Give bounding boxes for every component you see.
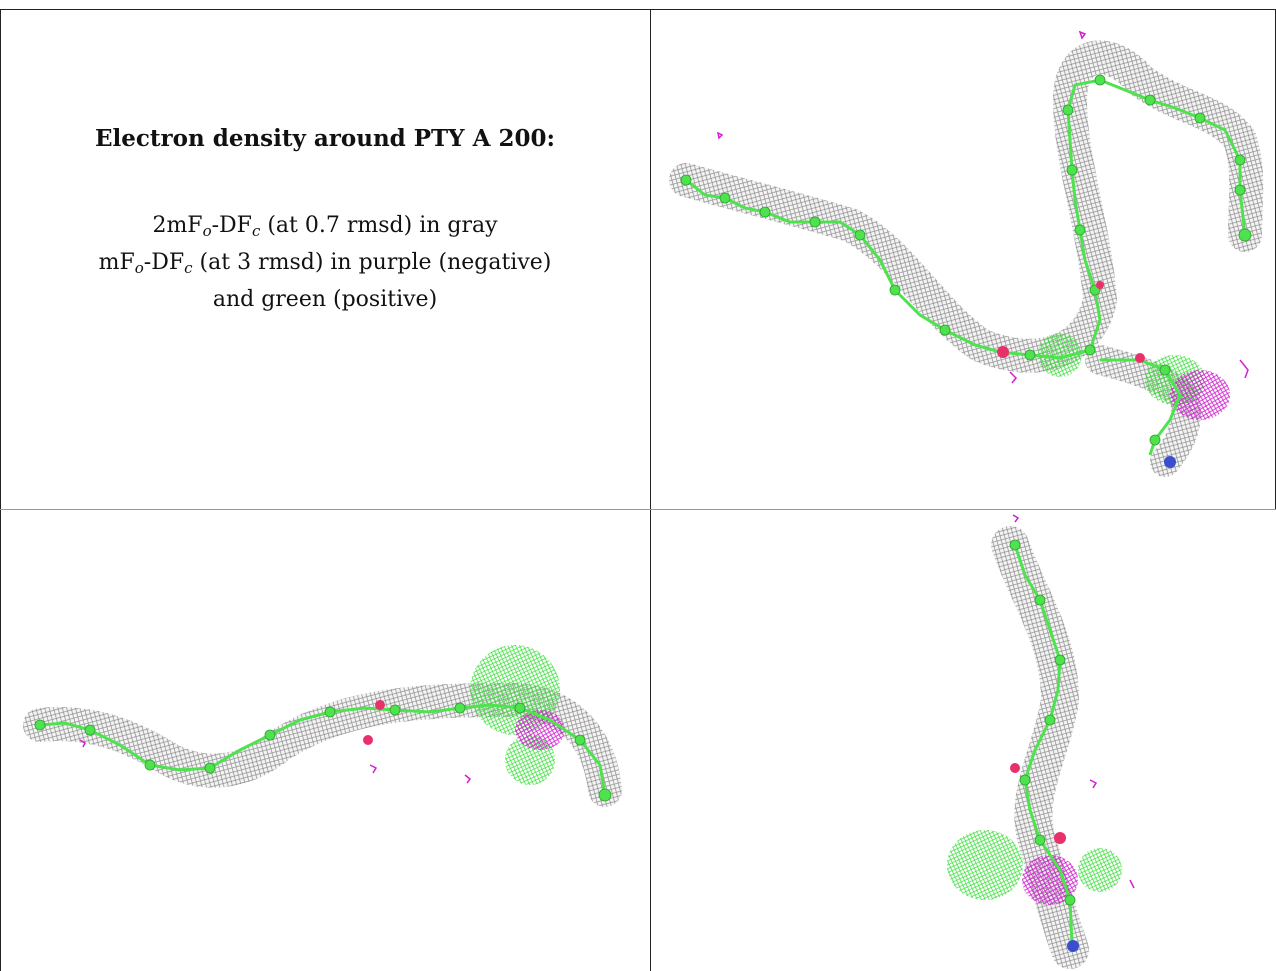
caption-cell: Electron density around PTY A 200: 2mFo-… [0,10,650,509]
negative-density-specks [79,739,472,784]
positive-density-blob [1038,333,1082,377]
oxygen-atoms [363,700,385,745]
density-mesh [669,40,1264,373]
carbon-atoms [680,74,1252,446]
table-border-top [0,9,1276,10]
figure-caption: Electron density around PTY A 200: 2mFo-… [0,125,650,315]
oxygen-atoms [997,281,1145,363]
negative-density-specks [1012,514,1135,889]
positive-density-blob [947,830,1023,900]
caption-line-2mfo: 2mFo-DFc (at 0.7 rmsd) in gray [152,213,498,240]
caption-line-mfo: mFo-DFc (at 3 rmsd) in purple (negative) [98,250,552,277]
table-border-middle [650,9,651,971]
negative-density-blob [1022,855,1078,905]
carbon-atoms [34,702,612,802]
table-border-row [0,509,1276,510]
caption-title: Electron density around PTY A 200: [95,125,555,152]
negative-density-blob [1170,370,1230,420]
view-bottom-right [947,514,1135,969]
positive-density-blob [1078,848,1122,892]
nitrogen-atom [1164,456,1176,468]
view-top-right [669,30,1264,477]
caption-line-positive: and green (positive) [212,287,438,312]
table-border-left [0,9,1,971]
nitrogen-atom [1067,940,1079,952]
view-bottom-left [23,645,622,807]
carbon-atoms [1009,539,1076,906]
oxygen-atoms [1010,763,1066,844]
negative-density-specks [716,30,1249,384]
